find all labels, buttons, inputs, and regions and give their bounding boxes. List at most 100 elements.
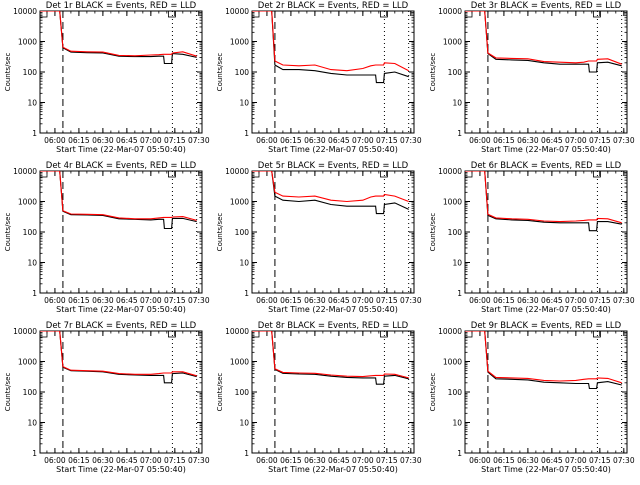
plot-frame: [464, 10, 628, 134]
y-tick-label: 100: [235, 388, 250, 397]
x-axis-label: Start Time (22-Mar-07 05:50:40): [268, 145, 398, 154]
y-axis-label: Counts/sec: [429, 373, 437, 412]
plot-frame: [39, 330, 203, 454]
x-tick-label: 07:15: [589, 456, 611, 465]
y-axis-label: Counts/sec: [216, 213, 224, 252]
attenuator-marker: [593, 10, 601, 18]
y-tick-label: 10: [239, 99, 249, 108]
y-tick-label: 1000: [230, 358, 249, 367]
y-axis-label: Counts/sec: [429, 213, 437, 252]
y-tick-label: 1: [457, 289, 462, 298]
y-axis-label: Counts/sec: [429, 53, 437, 92]
y-tick-label: 1: [32, 129, 37, 138]
events-series-line: [252, 11, 409, 84]
attenuator-marker: [380, 330, 388, 338]
y-tick-label: 10: [27, 419, 37, 428]
panel-title: Det 2r BLACK = Events, RED = LLD: [258, 1, 409, 11]
y-tick-label: 100: [23, 388, 38, 397]
y-tick-label: 10000: [13, 327, 37, 336]
detector-panel: Det 6r BLACK = Events, RED = LLD 1 10 100 10…: [429, 161, 635, 314]
x-tick-label: 07:30: [188, 296, 210, 305]
x-tick-label: 07:00: [565, 296, 587, 305]
y-tick-label: 100: [235, 228, 250, 237]
panel-title: Det 5r BLACK = Events, RED = LLD: [258, 161, 409, 171]
panel-title: Det 1r BLACK = Events, RED = LLD: [46, 1, 197, 11]
y-tick-label: 1000: [18, 198, 37, 207]
plot-frame: [39, 170, 203, 294]
x-tick-label: 06:00: [469, 456, 491, 465]
events-series-line: [465, 11, 622, 73]
y-tick-label: 10: [27, 99, 37, 108]
lld-series-line: [40, 331, 197, 377]
x-tick-label: 06:30: [517, 296, 539, 305]
x-tick-label: 07:00: [140, 296, 162, 305]
x-tick-label: 06:45: [541, 136, 563, 145]
x-tick-label: 06:45: [328, 456, 350, 465]
y-tick-label: 10000: [225, 327, 249, 336]
x-tick-label: 06:45: [116, 136, 138, 145]
x-tick-label: 06:00: [44, 296, 66, 305]
y-tick-label: 100: [23, 68, 38, 77]
lld-series-line: [40, 171, 197, 221]
x-axis-label: Start Time (22-Mar-07 05:50:40): [56, 465, 186, 474]
x-tick-label: 06:00: [256, 456, 278, 465]
panel-title: Det 8r BLACK = Events, RED = LLD: [258, 321, 409, 331]
plot-frame: [251, 330, 415, 454]
x-tick-label: 06:15: [493, 296, 515, 305]
y-axis-label: Counts/sec: [4, 213, 12, 252]
x-tick-label: 07:30: [613, 296, 635, 305]
x-tick-label: 06:00: [469, 136, 491, 145]
y-tick-label: 1000: [230, 198, 249, 207]
y-tick-label: 100: [448, 68, 463, 77]
x-tick-label: 07:15: [376, 296, 398, 305]
y-tick-label: 10: [239, 419, 249, 428]
x-tick-label: 06:45: [541, 296, 563, 305]
plot-frame: [464, 330, 628, 454]
x-tick-label: 07:15: [376, 136, 398, 145]
y-tick-label: 10000: [438, 327, 462, 336]
y-tick-label: 1: [457, 449, 462, 458]
events-series-line: [252, 331, 409, 385]
x-tick-label: 06:15: [68, 136, 90, 145]
y-tick-label: 10000: [438, 167, 462, 176]
attenuator-marker: [168, 10, 176, 18]
detector-panel: Det 1r BLACK = Events, RED = LLD 1 10 100 10…: [4, 1, 210, 154]
panel-title: Det 7r BLACK = Events, RED = LLD: [46, 321, 197, 331]
lld-series-line: [252, 11, 409, 72]
lld-series-line: [465, 331, 622, 384]
x-axis-label: Start Time (22-Mar-07 05:50:40): [481, 465, 611, 474]
lld-series-line: [40, 11, 197, 57]
x-axis-label: Start Time (22-Mar-07 05:50:40): [56, 145, 186, 154]
x-tick-label: 07:00: [140, 136, 162, 145]
x-tick-label: 06:45: [328, 136, 350, 145]
y-tick-label: 1: [244, 129, 249, 138]
x-tick-label: 07:00: [140, 456, 162, 465]
lld-series-line: [252, 171, 409, 203]
x-tick-label: 07:15: [164, 136, 186, 145]
events-series-line: [40, 331, 197, 384]
x-tick-label: 06:15: [68, 296, 90, 305]
x-tick-label: 06:00: [256, 136, 278, 145]
x-tick-label: 07:30: [400, 136, 422, 145]
detector-panel: Det 4r BLACK = Events, RED = LLD 1 10 100 10…: [4, 161, 210, 314]
x-tick-label: 06:15: [493, 456, 515, 465]
y-tick-label: 100: [235, 68, 250, 77]
y-tick-label: 10000: [225, 167, 249, 176]
y-tick-label: 1000: [443, 358, 462, 367]
x-tick-label: 07:00: [565, 136, 587, 145]
y-axis-label: Counts/sec: [216, 53, 224, 92]
y-tick-label: 1: [32, 289, 37, 298]
x-tick-label: 06:15: [280, 136, 302, 145]
x-tick-label: 06:45: [116, 296, 138, 305]
events-series-line: [465, 171, 622, 232]
y-tick-label: 10000: [13, 7, 37, 16]
x-tick-label: 07:30: [613, 136, 635, 145]
y-axis-label: Counts/sec: [4, 53, 12, 92]
x-axis-label: Start Time (22-Mar-07 05:50:40): [268, 465, 398, 474]
x-tick-label: 06:30: [304, 456, 326, 465]
x-tick-label: 06:45: [116, 456, 138, 465]
x-tick-label: 06:15: [68, 456, 90, 465]
x-tick-label: 07:00: [565, 456, 587, 465]
x-tick-label: 07:30: [400, 296, 422, 305]
